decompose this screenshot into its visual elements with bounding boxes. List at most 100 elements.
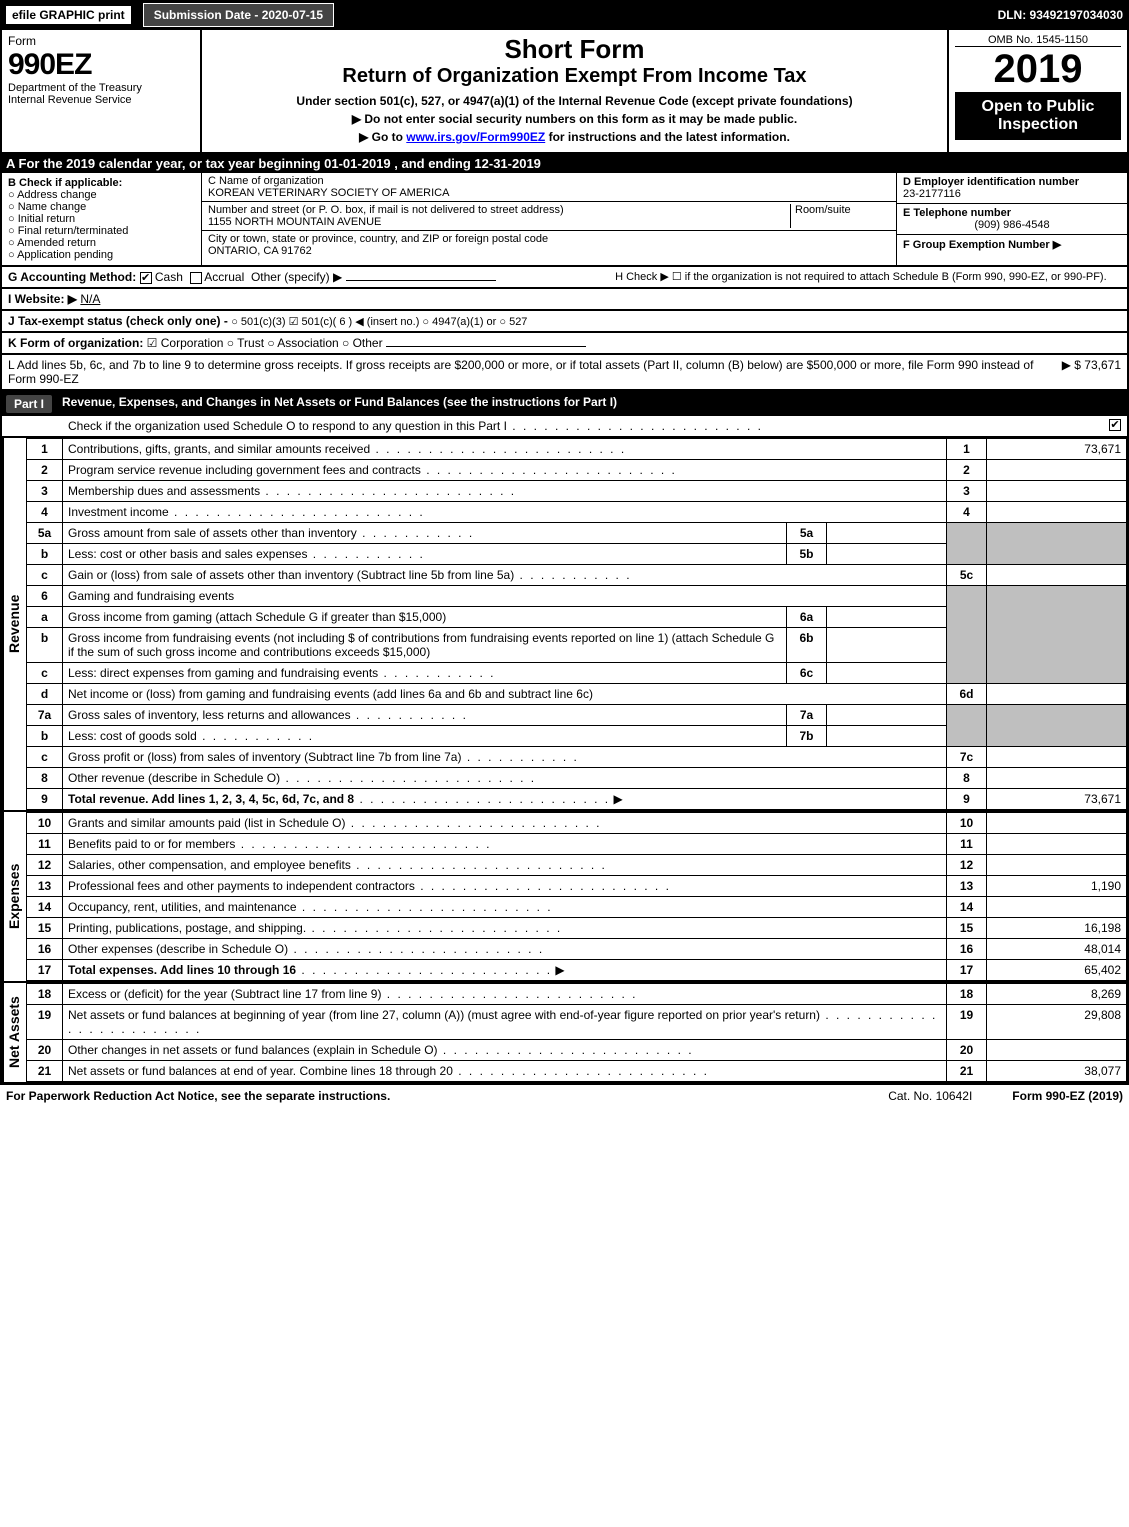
line-7a-desc: Gross sales of inventory, less returns a… [63, 705, 787, 726]
chk-final-return[interactable]: ○ Final return/terminated [8, 225, 195, 237]
line-6d-num: d [27, 684, 63, 705]
line-2-desc: Program service revenue including govern… [63, 460, 947, 481]
line-5c-desc: Gain or (loss) from sale of assets other… [63, 565, 947, 586]
section-c: C Name of organization KOREAN VETERINARY… [202, 173, 897, 265]
paperwork-notice: For Paperwork Reduction Act Notice, see … [6, 1089, 390, 1103]
org-name: KOREAN VETERINARY SOCIETY OF AMERICA [208, 187, 890, 199]
line-11-ln: 11 [947, 834, 987, 855]
line-5a-subval [827, 523, 947, 544]
line-21-num: 21 [27, 1061, 63, 1082]
chk-cash[interactable] [140, 272, 152, 284]
k-label: K Form of organization: [8, 336, 143, 350]
title-main: Return of Organization Exempt From Incom… [208, 65, 941, 88]
line-5b-sub: 5b [787, 544, 827, 565]
phone-label: E Telephone number [903, 207, 1121, 219]
chk-application-pending[interactable]: ○ Application pending [8, 249, 195, 261]
line-13-ln: 13 [947, 876, 987, 897]
line-1-ln: 1 [947, 439, 987, 460]
page-footer: For Paperwork Reduction Act Notice, see … [0, 1084, 1129, 1107]
line-7c-desc: Gross profit or (loss) from sales of inv… [63, 747, 947, 768]
submission-date-box: Submission Date - 2020-07-15 [143, 3, 334, 27]
chk-initial-return[interactable]: ○ Initial return [8, 213, 195, 225]
line-19-num: 19 [27, 1005, 63, 1040]
efile-print-label[interactable]: efile GRAPHIC print [6, 6, 131, 24]
line-21-ln: 21 [947, 1061, 987, 1082]
line-18-num: 18 [27, 984, 63, 1005]
note-no-ssn: ▶ Do not enter social security numbers o… [208, 112, 941, 126]
line-20-desc: Other changes in net assets or fund bala… [63, 1040, 947, 1061]
line-19-ln: 19 [947, 1005, 987, 1040]
line-5b-num: b [27, 544, 63, 565]
chk-name-change[interactable]: ○ Name change [8, 201, 195, 213]
line-20-amt [987, 1040, 1127, 1061]
line-12-num: 12 [27, 855, 63, 876]
line-7b-num: b [27, 726, 63, 747]
line-16-ln: 16 [947, 939, 987, 960]
netassets-label: Net Assets [2, 983, 26, 1082]
line-6a-sub: 6a [787, 607, 827, 628]
line-7b-sub: 7b [787, 726, 827, 747]
line-18-amt: 8,269 [987, 984, 1127, 1005]
chk-amended-return[interactable]: ○ Amended return [8, 237, 195, 249]
line-5c: c Gain or (loss) from sale of assets oth… [27, 565, 1127, 586]
phone-value: (909) 986-4548 [903, 219, 1121, 231]
street-label: Number and street (or P. O. box, if mail… [208, 204, 790, 216]
line-6b-num: b [27, 628, 63, 663]
line-5a-sub: 5a [787, 523, 827, 544]
chk-address-change[interactable]: ○ Address change [8, 189, 195, 201]
line-4-num: 4 [27, 502, 63, 523]
line-20-ln: 20 [947, 1040, 987, 1061]
form-footer-label: Form 990-EZ (2019) [1012, 1089, 1123, 1103]
line-16-desc: Other expenses (describe in Schedule O) [63, 939, 947, 960]
line-18-ln: 18 [947, 984, 987, 1005]
other-specify-input[interactable] [346, 280, 496, 281]
line-6a-subval [827, 607, 947, 628]
line-6b-desc: Gross income from fundraising events (no… [63, 628, 787, 663]
line-18: 18 Excess or (deficit) for the year (Sub… [27, 984, 1127, 1005]
line-1-num: 1 [27, 439, 63, 460]
line-17-ln: 17 [947, 960, 987, 981]
tax-period-row: A For the 2019 calendar year, or tax yea… [0, 154, 1129, 173]
line-13: 13 Professional fees and other payments … [27, 876, 1127, 897]
chk-amended-return-label: Amended return [17, 237, 96, 249]
line-1-desc: Contributions, gifts, grants, and simila… [63, 439, 947, 460]
part1-title: Revenue, Expenses, and Changes in Net As… [62, 395, 617, 413]
line-12: 12 Salaries, other compensation, and emp… [27, 855, 1127, 876]
line-10-desc: Grants and similar amounts paid (list in… [63, 813, 947, 834]
chk-application-pending-label: Application pending [17, 249, 113, 261]
line-9-ln: 9 [947, 789, 987, 810]
line-18-desc: Excess or (deficit) for the year (Subtra… [63, 984, 947, 1005]
line-4-desc: Investment income [63, 502, 947, 523]
expenses-table: 10 Grants and similar amounts paid (list… [26, 812, 1127, 981]
j-label: J Tax-exempt status (check only one) - [8, 314, 228, 328]
k-other-input[interactable] [386, 346, 586, 347]
line-10: 10 Grants and similar amounts paid (list… [27, 813, 1127, 834]
line-9-amt: 73,671 [987, 789, 1127, 810]
city-label: City or town, state or province, country… [208, 233, 890, 245]
line-7a-num: 7a [27, 705, 63, 726]
line-13-desc: Professional fees and other payments to … [63, 876, 947, 897]
part1-check-text: Check if the organization used Schedule … [8, 419, 1109, 433]
line-15-amt: 16,198 [987, 918, 1127, 939]
part1-check-box[interactable] [1109, 419, 1121, 431]
line-5b-subval [827, 544, 947, 565]
line-20-num: 20 [27, 1040, 63, 1061]
dept-treasury: Department of the Treasury [8, 82, 194, 94]
line-6a-desc: Gross income from gaming (attach Schedul… [63, 607, 787, 628]
line-6c-sub: 6c [787, 663, 827, 684]
line-6d: d Net income or (loss) from gaming and f… [27, 684, 1127, 705]
chk-accrual[interactable] [190, 272, 202, 284]
line-6c-subval [827, 663, 947, 684]
part1-tag: Part I [6, 395, 52, 413]
line-4-ln: 4 [947, 502, 987, 523]
irs-link[interactable]: www.irs.gov/Form990EZ [406, 130, 545, 144]
group-exemption-label: F Group Exemption Number ▶ [903, 238, 1121, 251]
line-2-amt [987, 460, 1127, 481]
j-options: ○ 501(c)(3) ☑ 501(c)( 6 ) ◀ (insert no.)… [231, 316, 527, 328]
line-6a-num: a [27, 607, 63, 628]
netassets-table: 18 Excess or (deficit) for the year (Sub… [26, 983, 1127, 1082]
line-3-amt [987, 481, 1127, 502]
line-7c-ln: 7c [947, 747, 987, 768]
line-6-desc: Gaming and fundraising events [63, 586, 947, 607]
line-9-num: 9 [27, 789, 63, 810]
